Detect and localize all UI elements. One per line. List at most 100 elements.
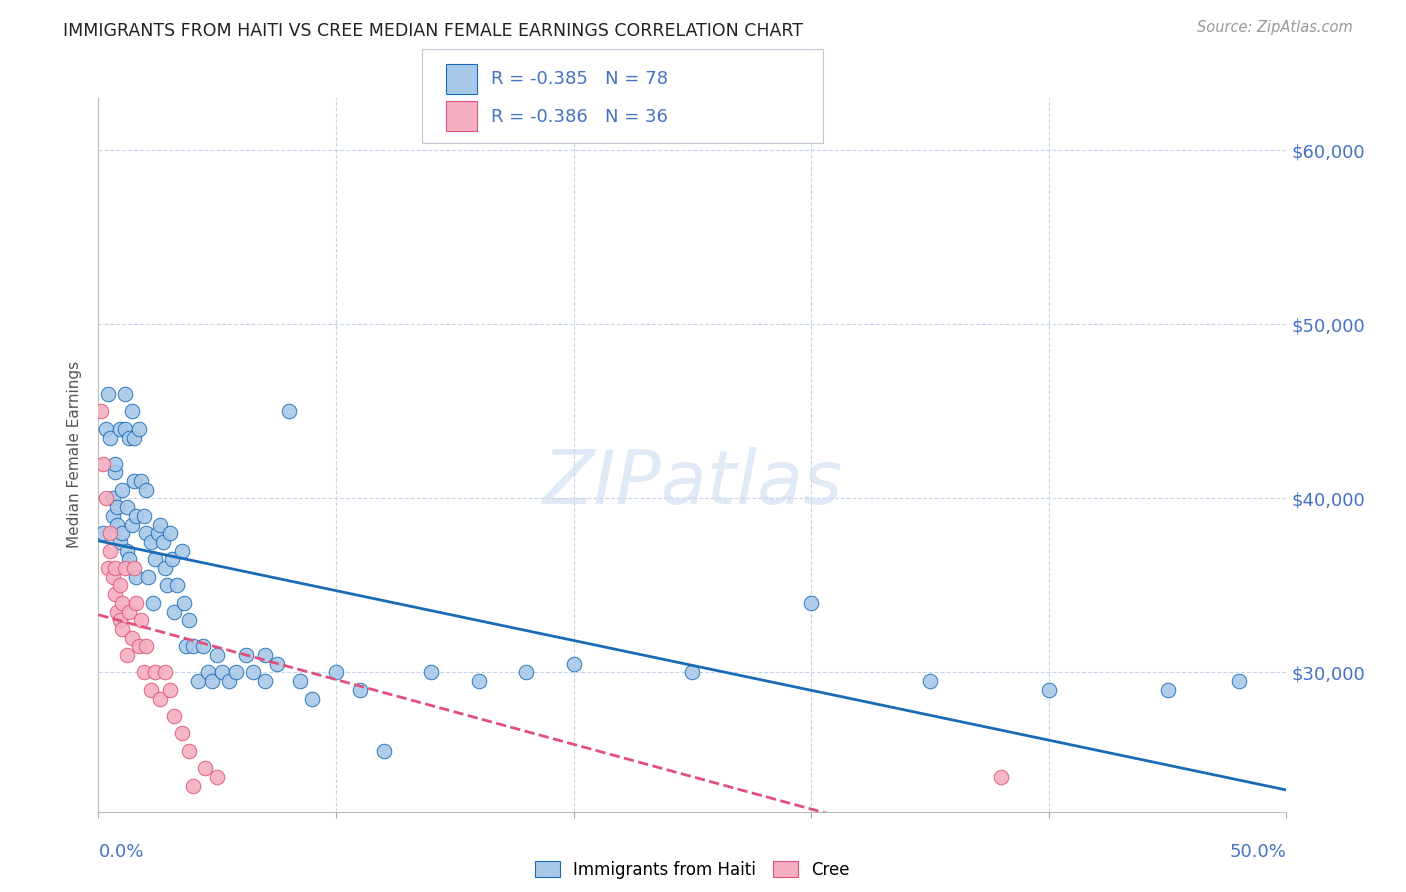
Point <box>170 726 193 740</box>
Point <box>128 422 150 436</box>
Point <box>682 665 704 680</box>
Point <box>187 674 209 689</box>
Point <box>173 596 195 610</box>
Point <box>990 770 1012 784</box>
Point <box>125 570 148 584</box>
Point <box>139 682 162 697</box>
Point <box>132 508 155 523</box>
Point <box>115 500 138 515</box>
Point <box>115 648 138 662</box>
Point <box>135 640 157 654</box>
Text: 50.0%: 50.0% <box>1230 843 1286 861</box>
Legend: Immigrants from Haiti, Cree: Immigrants from Haiti, Cree <box>529 855 856 886</box>
Point <box>800 596 823 610</box>
Point <box>207 648 229 662</box>
Point <box>235 648 257 662</box>
Point <box>129 613 152 627</box>
Text: ZIPatlas: ZIPatlas <box>543 448 842 519</box>
Point <box>266 657 288 671</box>
Point <box>94 491 117 506</box>
Point <box>98 526 121 541</box>
Point <box>108 613 131 627</box>
Point <box>277 404 299 418</box>
Point <box>149 691 172 706</box>
Point <box>145 552 167 566</box>
Point <box>152 535 174 549</box>
Point <box>108 535 131 549</box>
Point <box>136 570 159 584</box>
Point <box>1227 674 1250 689</box>
Point <box>104 561 127 575</box>
Point <box>166 578 188 592</box>
Point <box>467 674 489 689</box>
Point <box>160 552 183 566</box>
Point <box>207 770 229 784</box>
Point <box>101 491 124 506</box>
Point <box>129 474 152 488</box>
Point <box>121 404 143 418</box>
Point <box>218 674 240 689</box>
Point <box>301 691 323 706</box>
Point <box>183 640 205 654</box>
Text: 0.0%: 0.0% <box>98 843 143 861</box>
Point <box>135 483 157 497</box>
Point <box>107 500 129 515</box>
Point <box>149 517 172 532</box>
Point <box>104 457 127 471</box>
Point <box>515 665 537 680</box>
Text: Source: ZipAtlas.com: Source: ZipAtlas.com <box>1197 20 1353 35</box>
Point <box>132 665 155 680</box>
Point <box>253 674 276 689</box>
Point <box>176 640 198 654</box>
Point <box>201 674 224 689</box>
Point <box>1156 682 1178 697</box>
Point <box>191 640 214 654</box>
Point <box>108 422 131 436</box>
Point <box>118 430 141 444</box>
Point <box>97 561 120 575</box>
Point <box>1038 682 1060 697</box>
Point <box>125 508 148 523</box>
Point <box>122 561 145 575</box>
Point <box>145 665 167 680</box>
Point <box>225 665 247 680</box>
Point <box>349 682 371 697</box>
Point <box>114 422 136 436</box>
Point <box>242 665 264 680</box>
Point <box>104 587 127 601</box>
Point <box>128 640 150 654</box>
Point <box>177 744 200 758</box>
Point <box>115 543 138 558</box>
Point <box>420 665 443 680</box>
Point <box>122 430 145 444</box>
Point <box>146 526 169 541</box>
Point <box>159 526 181 541</box>
Text: R = -0.386   N = 36: R = -0.386 N = 36 <box>491 108 668 126</box>
Point <box>153 561 176 575</box>
Text: R = -0.385   N = 78: R = -0.385 N = 78 <box>491 70 668 88</box>
Point <box>114 387 136 401</box>
Point <box>118 552 141 566</box>
Point <box>121 631 143 645</box>
Point <box>101 570 124 584</box>
Point <box>135 526 157 541</box>
Point <box>111 526 134 541</box>
Point <box>111 483 134 497</box>
Point <box>373 744 395 758</box>
Point <box>197 665 219 680</box>
Point <box>163 709 186 723</box>
Point <box>211 665 233 680</box>
Point <box>153 665 176 680</box>
Point <box>98 543 121 558</box>
Point <box>90 404 112 418</box>
Point <box>290 674 312 689</box>
Point <box>98 430 121 444</box>
Point <box>194 761 217 775</box>
Y-axis label: Median Female Earnings: Median Female Earnings <box>67 361 83 549</box>
Point <box>920 674 942 689</box>
Point <box>111 622 134 636</box>
Point <box>142 596 165 610</box>
Point <box>118 605 141 619</box>
Text: IMMIGRANTS FROM HAITI VS CREE MEDIAN FEMALE EARNINGS CORRELATION CHART: IMMIGRANTS FROM HAITI VS CREE MEDIAN FEM… <box>63 22 803 40</box>
Point <box>177 613 200 627</box>
